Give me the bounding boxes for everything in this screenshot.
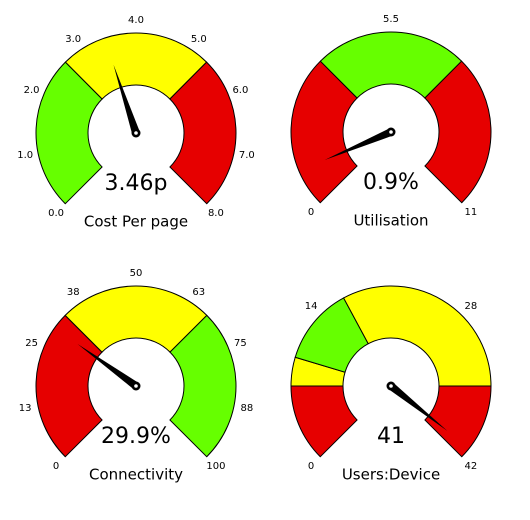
gauge-band: [424, 385, 492, 458]
gauge-title: Cost Per page: [84, 213, 188, 231]
needle: [324, 128, 393, 161]
tick-label: 28: [465, 301, 478, 312]
gauge-band: [169, 314, 237, 458]
gauge-band: [424, 60, 492, 204]
tick-label: 0: [308, 461, 314, 472]
gauge-value: 29.9%: [101, 424, 171, 449]
gauge-band: [169, 61, 237, 205]
tick-label: 8.0: [208, 208, 224, 219]
tick-label: 38: [67, 287, 80, 298]
gauge-value: 41: [377, 424, 405, 449]
gauge-band: [35, 314, 103, 458]
gauge-band: [319, 31, 463, 99]
tick-label: 4.0: [128, 15, 144, 26]
tick-label: 5.0: [191, 34, 207, 45]
needle: [77, 343, 139, 390]
tick-label: 0: [308, 207, 314, 218]
tick-label: 25: [25, 338, 38, 349]
gauge-title: Utilisation: [353, 212, 428, 230]
needle: [113, 64, 140, 135]
needle: [388, 382, 448, 431]
gauge-title: Connectivity: [89, 466, 183, 484]
tick-label: 0: [53, 461, 59, 472]
tick-label: 100: [206, 461, 225, 472]
tick-label: 2.0: [24, 85, 40, 96]
needle-hub-center: [389, 384, 393, 388]
tick-label: 1.0: [17, 150, 33, 161]
tick-label: 75: [234, 338, 247, 349]
needle-hub-center: [134, 131, 138, 135]
gauge-band: [64, 32, 208, 100]
tick-label: 6.0: [232, 85, 248, 96]
gauge-title: Users:Device: [342, 466, 440, 484]
tick-label: 13: [19, 403, 32, 414]
gauge-band: [64, 285, 208, 353]
needle-hub-center: [389, 130, 393, 134]
gauge-band: [290, 60, 358, 204]
tick-label: 14: [305, 301, 318, 312]
needle-hub-center: [134, 384, 138, 388]
gauge-value: 0.9%: [363, 170, 419, 195]
tick-label: 63: [192, 287, 205, 298]
tick-label: 42: [465, 461, 478, 472]
tick-label: 11: [465, 207, 478, 218]
gauge-band: [342, 285, 492, 387]
gauge-band: [290, 385, 358, 458]
gauge-band: [35, 61, 103, 205]
tick-label: 3.0: [65, 34, 81, 45]
tick-label: 88: [240, 403, 253, 414]
tick-label: 50: [130, 268, 143, 279]
tick-label: 0.0: [48, 208, 64, 219]
tick-label: 5.5: [383, 14, 399, 25]
tick-label: 7.0: [239, 150, 255, 161]
gauge-value: 3.46p: [105, 171, 168, 196]
